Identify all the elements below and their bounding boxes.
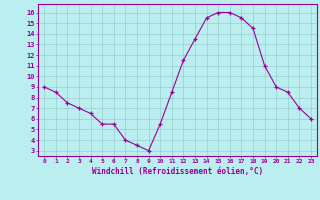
X-axis label: Windchill (Refroidissement éolien,°C): Windchill (Refroidissement éolien,°C) xyxy=(92,167,263,176)
